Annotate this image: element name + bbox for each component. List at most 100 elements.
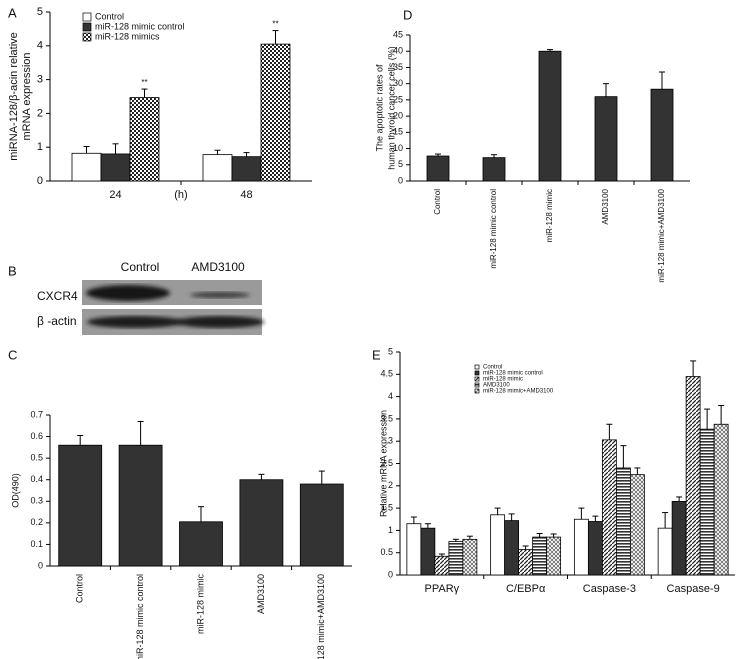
y-tick-label: 4.5	[380, 369, 393, 379]
bar	[58, 444, 103, 567]
blot-band	[176, 316, 264, 328]
y-tick-label: 0	[38, 560, 43, 570]
bar	[546, 536, 562, 576]
bar	[239, 479, 284, 567]
y-tick-label: 3	[388, 436, 393, 446]
blot-column: Control	[121, 260, 160, 274]
chart-panel: D The apoptotic rates of human thyroid can…	[374, 7, 690, 283]
x-tick-label: miR-128 mimic	[195, 574, 205, 635]
legend-swatch	[82, 12, 92, 22]
blot-column: AMD3100	[191, 260, 245, 274]
bar	[685, 376, 701, 576]
bar	[179, 521, 223, 567]
x-tick-label: Control	[75, 574, 85, 603]
bar	[594, 96, 618, 182]
x-tick-label: miR-128 mimic+AMD3100	[657, 188, 666, 282]
y-tick-label: 4	[388, 391, 393, 401]
bar	[671, 501, 687, 576]
bar	[699, 428, 715, 576]
y-tick-label: 0.5	[30, 453, 43, 463]
bar	[601, 439, 617, 576]
bar	[587, 521, 603, 576]
chart-panel: C OD(490) 0 0.1 0.2 0.3 0.4 0.5 0.6 0.7 Control miR…	[8, 347, 352, 659]
bar	[650, 88, 674, 182]
bar	[260, 43, 291, 182]
legend-label: Control	[95, 11, 124, 21]
y-tick-label: 0.1	[30, 539, 43, 549]
x-tick-label: PPARγ	[425, 583, 460, 595]
bar	[118, 444, 163, 567]
y-tick-label: 0.7	[30, 409, 43, 419]
y-tick-label: 0	[398, 175, 403, 185]
legend-label: Control	[483, 365, 502, 371]
bar	[100, 153, 131, 182]
y-tick-label: 5	[37, 6, 43, 18]
y-tick-label: 0.4	[30, 474, 43, 484]
y-tick-label: 3.5	[380, 413, 393, 423]
legend-label: miR-128 mimic control	[95, 21, 185, 31]
x-tick-label: AMD3100	[256, 574, 266, 614]
legend-label: miR-128 mimic+AMD3100	[483, 389, 554, 395]
x-tick-label: Caspase-3	[583, 583, 636, 595]
blot-band	[190, 292, 250, 298]
legend-label: miR-128 mimics	[95, 31, 160, 41]
blot-band	[87, 316, 183, 328]
bar	[129, 97, 160, 182]
y-tick-label: 2	[37, 107, 43, 119]
blot-panel: B Control AMD3100 CXCR4 β -actin	[8, 260, 264, 335]
bar	[713, 423, 729, 576]
y-tick-label: 0.2	[30, 517, 43, 527]
annotation: **	[272, 20, 278, 29]
x-tick-label: miR-128 mimic control	[135, 574, 145, 659]
bar	[482, 157, 506, 182]
y-axis-label: OD(490)	[10, 473, 20, 508]
x-tick-label: AMD3100	[601, 188, 610, 224]
y-tick-label: 1.5	[380, 502, 393, 512]
bar	[420, 527, 436, 576]
y-tick-label: 5	[398, 159, 403, 169]
y-tick-label: 45	[393, 29, 403, 39]
y-tick-label: 40	[393, 46, 403, 56]
y-tick-label: 15	[393, 127, 403, 137]
bar	[231, 156, 262, 182]
panel-label: C	[8, 347, 17, 362]
legend-swatch	[474, 382, 480, 388]
legend-swatch	[474, 376, 480, 382]
y-tick-label: 3	[37, 74, 43, 86]
x-axis-label: (h)	[174, 189, 187, 201]
x-tick-label: miR-128 mimic control	[489, 189, 498, 269]
y-tick-label: 5	[388, 346, 393, 356]
legend-label: miR-128 mimic	[483, 377, 523, 383]
bar	[434, 555, 450, 576]
x-tick-label: Caspase-9	[667, 583, 720, 595]
blot-row: CXCR4	[37, 289, 78, 303]
y-tick-label: 1	[388, 525, 393, 535]
bar	[629, 474, 645, 576]
bar	[573, 518, 589, 576]
bar	[615, 467, 631, 576]
y-tick-label: 0.6	[30, 431, 43, 441]
bar	[71, 152, 102, 182]
x-tick-label: miR-128 mimic+AMD3100	[316, 574, 326, 659]
y-axis-label: miRNA-128/β-acin relative	[8, 32, 20, 161]
bar	[490, 514, 506, 576]
legend-label: miR-128 mimic control	[483, 371, 543, 377]
y-tick-label: 10	[393, 143, 403, 153]
x-tick-label: C/EBPα	[506, 583, 546, 595]
y-axis-label: The apoptotic rates of	[374, 64, 384, 152]
y-tick-label: 0	[388, 569, 393, 579]
y-tick-label: 25	[393, 94, 403, 104]
blot-band	[86, 285, 170, 301]
y-tick-label: 35	[393, 62, 403, 72]
x-tick-label: Control	[433, 189, 442, 215]
annotation: **	[141, 78, 147, 87]
bar	[202, 154, 233, 182]
bar	[462, 538, 478, 576]
y-tick-label: 20	[393, 110, 403, 120]
y-tick-label: 30	[393, 78, 403, 88]
x-tick-label: 48	[240, 189, 252, 201]
x-tick-label: miR-128 mimic	[545, 189, 554, 242]
panel-label: B	[8, 263, 17, 278]
bar	[518, 549, 534, 576]
